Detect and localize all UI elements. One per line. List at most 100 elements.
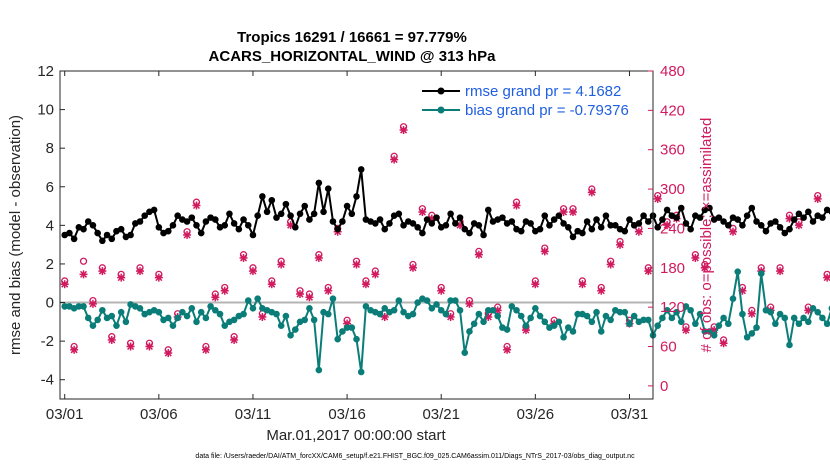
obs-assimilated-stroke (616, 241, 624, 249)
rmse-point (433, 214, 440, 221)
bias-point (348, 324, 356, 331)
bias-point (706, 328, 713, 335)
obs-assimilated-stroke (352, 260, 361, 269)
bias-point (249, 305, 257, 312)
bias-point (94, 316, 101, 324)
obs-assimilated-stroke (155, 274, 163, 282)
right-y-tick-label: 0 (660, 378, 668, 395)
bias-point (532, 305, 539, 312)
bias-point (550, 322, 558, 329)
bias-point (734, 268, 742, 275)
obs-assimilated-stroke (569, 208, 577, 216)
bias-point (282, 312, 290, 320)
bias-point (715, 322, 723, 329)
bias-point (809, 305, 817, 312)
obs-assimilated-marker (164, 349, 173, 358)
rmse-point (249, 231, 257, 239)
rmse-point (635, 220, 643, 227)
obs-assimilated-stroke (258, 313, 266, 321)
rmse-point (823, 206, 830, 214)
obs-assimilated-marker (823, 273, 830, 282)
obs-assimilated-stroke (418, 208, 426, 216)
bias-point (616, 308, 624, 316)
bias-point (99, 306, 106, 314)
obs-assimilated-marker (813, 194, 822, 203)
bias-point (136, 305, 144, 312)
obs-assimilated-stroke (597, 287, 605, 295)
obs-assimilated-marker (145, 342, 154, 351)
obs-assimilated-stroke (230, 336, 238, 344)
rmse-point (743, 212, 751, 220)
bias-point (541, 318, 549, 326)
obs-assimilated-stroke (720, 339, 728, 347)
x-tick-label: 03/31 (611, 406, 649, 423)
bias-point (244, 297, 252, 304)
bias-point (748, 330, 756, 337)
rmse-point (748, 204, 756, 212)
rmse-point (762, 227, 770, 235)
obs-assimilated-stroke (305, 293, 313, 301)
rmse-point (84, 218, 92, 225)
bias-point (470, 320, 478, 328)
bias-series-group (61, 268, 830, 376)
obs-assimilated-stroke (390, 156, 398, 164)
y-tick-label: 4 (46, 217, 54, 234)
bias-point (89, 322, 97, 329)
right-y-tick-label: 360 (660, 142, 685, 159)
bias-point (626, 320, 633, 328)
rmse-point (795, 210, 803, 218)
bias-point (574, 310, 581, 318)
obs-assimilated-marker (98, 267, 107, 276)
bias-point (673, 308, 680, 316)
rmse-point (541, 212, 549, 220)
obs-assimilated-stroke (145, 342, 153, 351)
y-tick-label: 10 (37, 102, 54, 119)
rmse-point (466, 229, 473, 237)
rmse-point (226, 210, 233, 218)
obs-assimilated-marker (361, 280, 370, 289)
rmse-point (546, 222, 553, 229)
obs-assimilated-marker (437, 286, 446, 295)
rmse-point (706, 204, 713, 212)
bias-point (212, 306, 219, 314)
obs-assimilated-stroke (465, 300, 473, 308)
rmse-point (654, 223, 662, 231)
bias-point (254, 295, 261, 302)
bias-point (503, 326, 511, 333)
obs-assimilated-stroke (776, 267, 784, 275)
obs-possible-marker (79, 257, 88, 265)
rmse-point (423, 216, 431, 223)
bias-point (621, 308, 629, 316)
obs-assimilated-stroke (381, 313, 389, 321)
bias-point (390, 306, 398, 314)
obs-assimilated-marker (568, 208, 577, 217)
y-tick-label: 8 (46, 140, 54, 157)
bias-point (80, 303, 87, 310)
bias-point (729, 295, 737, 302)
obs-assimilated-stroke (371, 270, 379, 278)
obs-assimilated-marker (719, 339, 728, 348)
obs-assimilated-stroke (268, 280, 276, 288)
rmse-point (583, 218, 591, 225)
rmse-point (292, 223, 299, 231)
obs-assimilated-marker (230, 335, 239, 344)
bias-point (456, 306, 464, 314)
x-tick-label: 03/21 (422, 406, 460, 423)
obs-assimilated-stroke (823, 274, 830, 282)
bias-point (315, 366, 323, 374)
bias-point (805, 318, 812, 326)
rmse-point (320, 208, 327, 216)
bias-point (743, 333, 751, 341)
obs-assimilated-marker (117, 273, 126, 282)
rmse-point (644, 218, 652, 225)
rmse-point (757, 222, 765, 229)
obs-assimilated-marker (277, 260, 286, 269)
obs-assimilated-marker (644, 267, 653, 276)
y-axis-label: rmse and bias (model - observation) (7, 115, 24, 355)
rmse-point (602, 212, 610, 220)
x-axis-label: Mar.01,2017 00:00:00 start (266, 427, 446, 444)
bias-point (725, 320, 732, 328)
rmse-point (127, 231, 134, 239)
obs-assimilated-stroke (89, 300, 97, 308)
bias-point (772, 320, 779, 328)
